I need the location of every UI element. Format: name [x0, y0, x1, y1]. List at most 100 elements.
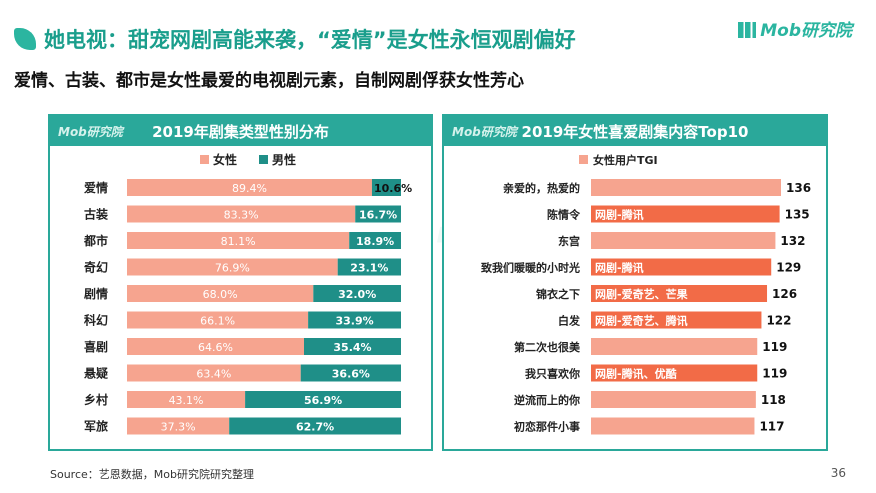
legend-label-female: 女性: [213, 152, 237, 167]
tgi-value-label: 119: [762, 340, 787, 354]
top10-chart-header: Mob研究院 2019年女性喜爱剧集内容Top10: [444, 116, 826, 146]
category-label: 爱情: [84, 180, 108, 195]
male-value-label: 16.7%: [359, 209, 397, 222]
tgi-value-label: 119: [762, 367, 787, 381]
legend-swatch-female: [200, 155, 209, 164]
panel-logo: Mob研究院: [452, 125, 517, 139]
male-value-label: 36.6%: [332, 368, 370, 381]
male-bar: [371, 179, 401, 196]
legend-swatch-tgi: [579, 155, 588, 164]
page-number: 36: [830, 466, 846, 480]
tgi-value-label: 136: [786, 181, 811, 195]
female-bar: [127, 417, 230, 435]
female-value-label: 76.9%: [215, 262, 250, 275]
title-leaf-icon: [14, 28, 36, 50]
category-label: 致我们暖暖的小时光: [481, 261, 580, 275]
male-value-label: 33.9%: [335, 315, 373, 328]
platform-tag: 网剧-爱奇艺、芒果: [595, 287, 688, 301]
tgi-bar: [591, 338, 758, 355]
female-value-label: 63.4%: [196, 368, 231, 381]
male-bar: [308, 311, 401, 329]
gender-chart-header: Mob研究院 2019年剧集类型性别分布: [50, 116, 431, 146]
page-title: 她电视：甜宠网剧高能来袭，“爱情”是女性永恒观剧偏好: [44, 28, 576, 52]
category-label: 剧情: [84, 286, 108, 301]
male-bar: [300, 364, 401, 382]
male-bar: [229, 417, 401, 435]
category-label: 我只喜欢你: [525, 367, 580, 381]
category-label: 乡村: [84, 392, 108, 407]
tgi-value-label: 118: [761, 393, 786, 407]
tgi-bar: [591, 179, 781, 196]
tgi-bar: [591, 417, 755, 435]
category-label: 军旅: [84, 419, 108, 434]
male-value-label: 62.7%: [296, 421, 334, 434]
female-value-label: 64.6%: [198, 341, 233, 354]
tgi-value-label: 135: [785, 208, 810, 222]
male-bar: [304, 338, 401, 355]
category-label: 第二次也很美: [514, 340, 581, 354]
category-label: 白发: [558, 314, 581, 328]
gender-chart-panel: Mob研究院 2019年剧集类型性别分布 女性 男性 爱情 89.4% 10.6% 古装 8…: [48, 114, 433, 451]
female-bar: [127, 179, 372, 196]
page-subtitle: 爱情、古装、都市是女性最爱的电视剧元素，自制网剧俘获女性芳心: [14, 71, 524, 91]
tgi-bar: [591, 232, 776, 249]
male-value-label: 35.4%: [333, 341, 371, 354]
brand-text: Mob研究院: [760, 21, 852, 41]
female-bar: [127, 311, 309, 329]
female-bar: [127, 391, 246, 408]
category-label: 逆流而上的你: [514, 393, 580, 407]
category-label: 亲爱的，热爱的: [503, 181, 580, 195]
panel-logo: Mob研究院: [58, 125, 123, 139]
category-label: 悬疑: [83, 366, 108, 381]
male-bar: [245, 391, 401, 408]
female-bar: [127, 285, 314, 302]
male-bar: [349, 232, 401, 249]
category-label: 东宫: [558, 234, 580, 248]
tgi-bar: [591, 205, 780, 223]
tgi-bar: [591, 285, 768, 302]
category-label: 陈情令: [547, 208, 581, 222]
female-value-label: 43.1%: [169, 394, 204, 407]
tgi-value-label: 129: [776, 261, 801, 275]
male-bar: [355, 205, 401, 223]
brand-bars-icon: [738, 22, 757, 38]
male-bar: [337, 258, 401, 276]
tgi-value-label: 132: [780, 234, 805, 248]
male-value-label: 32.0%: [338, 288, 376, 301]
top10-chart-title: 2019年女性喜爱剧集内容Top10: [521, 123, 749, 141]
female-value-label: 66.1%: [200, 315, 235, 328]
legend-label-tgi: 女性用户TGI: [593, 153, 658, 167]
female-bar: [127, 364, 301, 382]
tgi-bar: [591, 258, 772, 276]
tgi-bar: [591, 391, 756, 408]
female-value-label: 89.4%: [232, 182, 267, 195]
gender-chart-title: 2019年剧集类型性别分布: [152, 123, 329, 141]
female-value-label: 68.0%: [203, 288, 238, 301]
category-label: 奇幻: [84, 260, 108, 275]
tgi-bar: [591, 311, 762, 329]
top10-chart-panel: Mob研究院 2019年女性喜爱剧集内容Top10 女性用户TGI 亲爱的，热爱的…: [442, 114, 828, 451]
category-label: 初恋那件小事: [514, 420, 580, 434]
platform-tag: 网剧-腾讯、优酷: [595, 367, 677, 381]
platform-tag: 网剧-腾讯: [595, 261, 644, 275]
legend-swatch-male: [259, 155, 268, 164]
male-value-label: 18.9%: [356, 235, 394, 248]
brand-logo: Mob研究院: [738, 16, 852, 41]
female-bar: [127, 338, 305, 355]
male-value-label: 56.9%: [304, 394, 342, 407]
tgi-value-label: 126: [772, 287, 797, 301]
category-label: 锦衣之下: [536, 287, 580, 301]
category-label: 都市: [83, 233, 108, 248]
male-value-label: 10.6%: [374, 182, 412, 195]
source-note: Source：艺恩数据，Mob研究院研究整理: [50, 468, 254, 481]
female-value-label: 37.3%: [161, 421, 196, 434]
tgi-bar: [591, 364, 758, 382]
female-bar: [127, 258, 338, 276]
category-label: 科幻: [84, 313, 108, 328]
category-label: 古装: [84, 207, 108, 222]
male-bar: [313, 285, 401, 302]
tgi-value-label: 122: [766, 314, 791, 328]
female-bar: [127, 205, 356, 223]
female-bar: [127, 232, 350, 249]
